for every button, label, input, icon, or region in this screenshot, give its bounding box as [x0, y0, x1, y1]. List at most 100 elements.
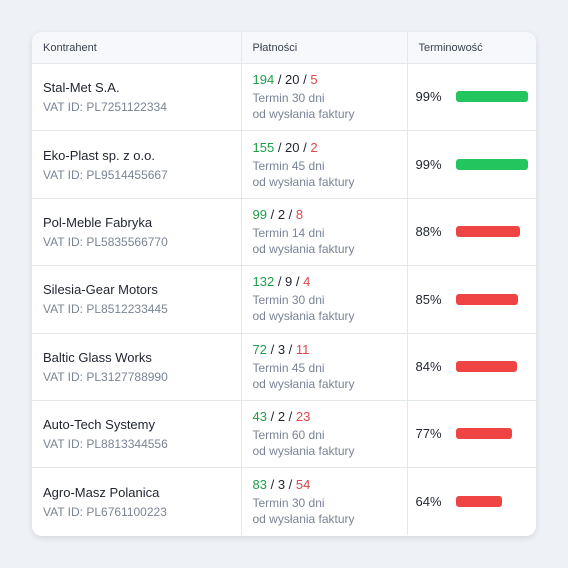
header-row: Kontrahent Płatności Terminowość: [32, 32, 536, 64]
timeliness-bar: [455, 158, 528, 170]
company-cell: Baltic Glass Works VAT ID: PL3127788990: [32, 333, 241, 401]
timeliness-percent: 77%: [415, 426, 442, 442]
row: Pol-Meble Fabryka VAT ID: PL5835566770 99 …: [32, 198, 536, 267]
timeliness-bar: [455, 91, 528, 103]
late-count: 3: [277, 476, 286, 492]
overdue-count: 11: [295, 341, 310, 357]
timeliness-cell: 88%: [406, 198, 536, 267]
company-cell: Silesia-Gear Motors VAT ID: PL8512233445: [32, 265, 241, 334]
timeliness-cell: 77%: [406, 400, 536, 469]
company-name: Pol-Meble Fabryka: [43, 214, 153, 230]
payment-term-note: od wysłania faktury: [252, 241, 355, 256]
overdue-count: 8: [295, 206, 304, 222]
payment-term: Termin 30 dni: [252, 495, 325, 510]
row: Stal-Met S.A. VAT ID: PL7251122334 194 / 2…: [32, 63, 536, 132]
payment-term-note: od wysłania faktury: [252, 444, 355, 459]
on-time-count: 83: [252, 476, 267, 492]
company-cell: Agro-Masz Polanica VAT ID: PL6761100223: [32, 468, 241, 535]
vat-id: VAT ID: PL7251122334: [43, 100, 167, 115]
timeliness-bar: [455, 428, 512, 440]
payment-term-note: od wysłania faktury: [252, 511, 355, 526]
overdue-count: 5: [310, 72, 318, 88]
company-name: Eko-Plast sp. z o.o.: [43, 147, 155, 163]
vat-id: VAT ID: PL8512233445: [43, 302, 168, 317]
timeliness-bar: [455, 226, 520, 238]
on-time-count: 72: [252, 341, 267, 357]
timeliness-bar: [455, 495, 503, 507]
company-cell: Auto-Tech Systemy VAT ID: PL8813344556: [32, 400, 241, 469]
on-time-count: 99: [252, 206, 267, 222]
overdue-count: 4: [303, 274, 311, 290]
timeliness-percent: 88%: [415, 224, 442, 240]
vat-id: VAT ID: PL6761100223: [43, 504, 167, 519]
payment-counts: 132 / 9 / 4: [252, 274, 311, 290]
payment-counts: 99 / 2 / 8: [252, 206, 304, 222]
company-name: Auto-Tech Systemy: [43, 417, 155, 433]
payment-term: Termin 14 dni: [252, 225, 325, 240]
late-count: 9: [285, 274, 293, 290]
company-cell: Eko-Plast sp. z o.o. VAT ID: PL9514455667: [32, 130, 241, 199]
table-body: Stal-Met S.A. VAT ID: PL7251122334 194 / 2…: [32, 63, 536, 535]
header-cell: Kontrahent: [32, 32, 241, 64]
timeliness-cell: 85%: [406, 265, 536, 334]
late-count: 3: [277, 341, 286, 357]
company-name: Silesia-Gear Motors: [43, 282, 158, 298]
payment-term-note: od wysłania faktury: [252, 376, 355, 391]
timeliness-cell: 64%: [406, 467, 536, 535]
payment-counts: 83 / 3 / 54: [252, 476, 311, 492]
timeliness-cell: 99%: [406, 130, 536, 199]
timeliness-cell: 99%: [406, 63, 536, 132]
payment-term-note: od wysłania faktury: [252, 309, 355, 324]
vat-id: VAT ID: PL9514455667: [43, 167, 168, 182]
payments-cell: 132 / 9 / 4 Termin 30 dni od wysłania fakt…: [240, 265, 407, 334]
company-name: Agro-Masz Polanica: [43, 484, 160, 500]
payment-term: Termin 30 dni: [252, 293, 325, 308]
late-count: 2: [277, 206, 286, 222]
header-cell: Terminowość: [406, 32, 536, 64]
payments-cell: 83 / 3 / 54 Termin 30 dni od wysłania fakt…: [240, 467, 407, 535]
overdue-count: 54: [295, 476, 311, 492]
overdue-count: 23: [295, 409, 311, 425]
company-name: Baltic Glass Works: [43, 349, 152, 365]
late-count: 20: [285, 139, 300, 155]
payment-term-note: od wysłania faktury: [252, 107, 355, 122]
row: Eko-Plast sp. z o.o. VAT ID: PL9514455667…: [32, 130, 536, 199]
timeliness-percent: 99%: [415, 156, 442, 172]
late-count: 20: [285, 72, 300, 88]
payments-cell: 72 / 3 / 11 Termin 45 dni od wysłania fakt…: [240, 333, 407, 401]
payment-term: Termin 60 dni: [252, 428, 325, 443]
company-name: Stal-Met S.A.: [43, 80, 120, 96]
overdue-count: 2: [310, 139, 318, 155]
payment-term: Termin 30 dni: [252, 91, 325, 106]
timeliness-percent: 84%: [415, 359, 442, 375]
payments-cell: 155 / 20 / 2 Termin 45 dni od wysłania fak…: [240, 130, 407, 199]
timeliness-cell: 84%: [406, 333, 536, 401]
payment-counts: 72 / 3 / 11: [252, 341, 310, 357]
table: Kontrahent Płatności Terminowość Stal-Me…: [32, 32, 536, 535]
timeliness-percent: 64%: [415, 493, 442, 509]
payment-counts: 155 / 20 / 2: [252, 139, 318, 155]
row: Agro-Masz Polanica VAT ID: PL6761100223 83…: [32, 467, 536, 535]
company-cell: Stal-Met S.A. VAT ID: PL7251122334: [32, 63, 241, 132]
timeliness-percent: 99%: [415, 89, 442, 105]
payment-term: Termin 45 dni: [252, 158, 325, 173]
late-count: 2: [277, 409, 286, 425]
payments-cell: 43 / 2 / 23 Termin 60 dni od wysłania fakt…: [240, 400, 407, 469]
payment-counts: 43 / 2 / 23: [252, 409, 311, 425]
on-time-count: 43: [252, 409, 267, 425]
payment-counts: 194 / 20 / 5: [252, 72, 318, 88]
payments-cell: 99 / 2 / 8 Termin 14 dni od wysłania faktu…: [240, 198, 407, 267]
timeliness-bar: [455, 361, 517, 373]
timeliness-bar: [455, 293, 518, 305]
header-cell: Płatności: [240, 32, 407, 64]
table-card: Kontrahent Płatności Terminowość Stal-Me…: [32, 32, 536, 536]
row: Baltic Glass Works VAT ID: PL3127788990 72…: [32, 333, 536, 401]
row: Auto-Tech Systemy VAT ID: PL8813344556 43 …: [32, 400, 536, 469]
payment-term-note: od wysłania faktury: [252, 174, 355, 189]
on-time-count: 194: [252, 72, 275, 88]
payment-term: Termin 45 dni: [252, 360, 325, 375]
payments-cell: 194 / 20 / 5 Termin 30 dni od wysłania fak…: [240, 63, 407, 132]
vat-id: VAT ID: PL3127788990: [43, 369, 168, 384]
on-time-count: 132: [252, 274, 275, 290]
